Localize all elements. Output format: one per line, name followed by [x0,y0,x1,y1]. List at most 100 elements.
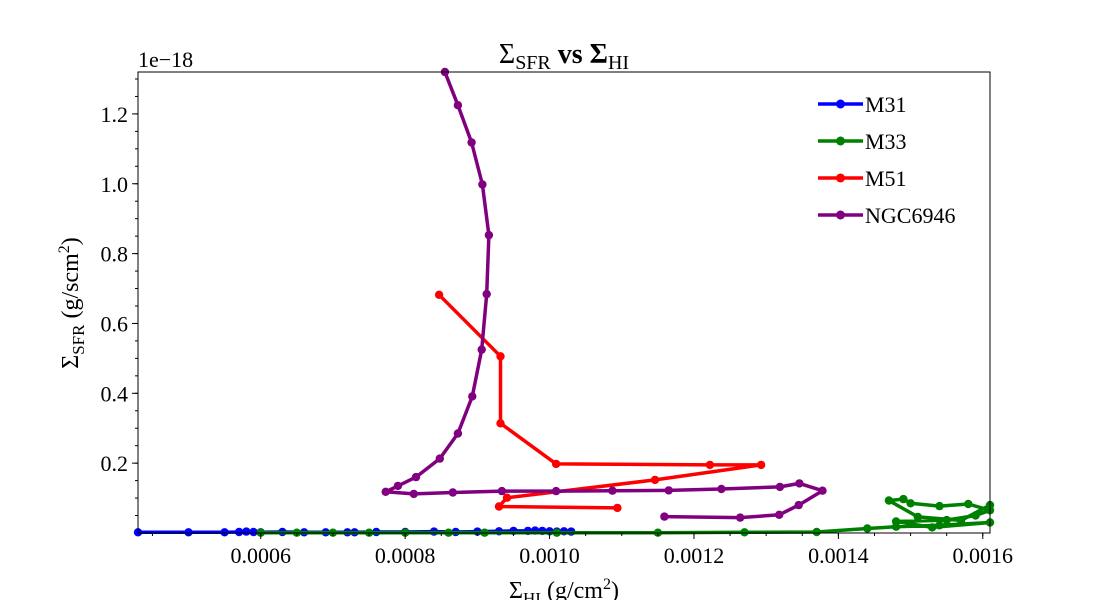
data-point-ngc6946-12 [381,487,390,496]
data-point-ngc6946-10 [411,472,421,482]
x-axis-ticks: 0.0006 0.0008 0.0010 0.0012 0.0014 0.0016 [151,533,1014,568]
x-tick-label: 0.0014 [808,543,869,568]
legend-swatch-marker [836,173,845,183]
data-point-ngc6946-20 [775,482,785,492]
chart-title-subscript-2: HI [608,52,629,74]
plot-marks [133,67,995,537]
x-tick-label: 0.0012 [664,543,725,568]
chart-title: ΣSFR vs ΣHI [499,39,629,74]
y-axis-title-unit: (g/scm [58,253,84,325]
data-point-m33-13 [935,521,944,530]
data-point-ngc6946-6 [477,345,486,354]
data-point-m31-3 [234,527,244,537]
x-axis-title-superscript: 2 [603,576,611,593]
legend: M31 M33 M51 NGC6946 [818,92,955,228]
data-point-m33-22 [906,499,915,508]
data-point-ngc6946-3 [478,180,487,189]
y-axis-title: ΣSFR (g/scm2) [56,237,88,369]
data-point-m33-16 [891,517,901,526]
y-axis-title-base: Σ [58,355,84,369]
y-tick-label: 0.2 [101,451,129,476]
chart-title-subscript-1: SFR [515,52,551,74]
x-axis-title-base: Σ [509,578,523,600]
legend-entry-ngc6946: NGC6946 [818,203,955,228]
data-point-ngc6946-17 [608,486,617,495]
data-point-ngc6946-14 [448,488,457,497]
data-point-ngc6946-25 [736,513,745,522]
data-point-m33-26 [956,516,966,525]
x-tick-label: 0.0006 [230,543,291,568]
legend-swatch-marker [836,99,845,109]
data-point-m33-25 [913,512,922,522]
x-axis-title-close: ) [611,578,619,600]
data-point-m33-10 [812,527,821,537]
data-point-m33-15 [928,523,937,532]
data-point-ngc6946-26 [660,512,669,521]
series-line-m33 [258,497,992,535]
y-tick-label: 1.0 [101,172,129,197]
chart-title-base: Σ [499,39,515,70]
data-point-m51-9 [613,503,622,513]
data-point-ngc6946-8 [453,429,463,438]
y-axis-title-close: ) [58,237,84,245]
data-point-m33-18 [971,511,980,520]
legend-swatch-marker [836,136,845,146]
y-offset-label: 1e−18 [138,47,193,72]
data-point-m51-0 [434,290,444,299]
x-axis-title-subscript: HI [523,589,541,600]
data-point-m31-1 [184,528,193,537]
legend-label: M33 [865,129,907,154]
data-point-ngc6946-18 [664,486,673,495]
data-point-ngc6946-7 [468,392,477,401]
y-tick-label: 0.6 [101,311,129,336]
data-point-m51-1 [496,352,505,361]
y-tick-label: 1.2 [101,102,129,127]
data-point-ngc6946-16 [551,486,561,496]
data-point-m33-11 [863,524,872,533]
data-point-ngc6946-9 [435,454,444,463]
data-point-ngc6946-19 [717,484,726,494]
legend-label: M31 [865,92,907,117]
plot-frame [137,71,991,534]
x-tick-label: 0.0008 [375,543,436,568]
data-point-m51-6 [650,475,660,485]
data-point-m51-4 [705,460,715,470]
legend-entry-m31: M31 [818,92,907,117]
data-point-m33-20 [964,499,973,509]
y-axis-ticks: 0.2 0.4 0.6 0.8 1.0 1.2 [101,78,138,517]
data-point-ngc6946-22 [818,486,827,495]
chart-title-middle: vs Σ [551,39,608,70]
y-tick-label: 0.8 [101,242,129,267]
x-axis-title-unit: (g/cm [541,578,603,600]
data-point-m33-24 [884,496,894,505]
data-point-ngc6946-23 [794,500,803,510]
data-point-ngc6946-21 [795,479,804,488]
data-point-m31-4 [242,527,251,536]
series-ngc6946 [381,67,827,522]
data-point-m33-21 [935,501,944,511]
y-axis-title-subscript: SFR [69,324,88,355]
data-point-m51-8 [494,502,504,511]
data-point-ngc6946-11 [393,481,403,491]
y-tick-label: 0.4 [101,381,129,406]
data-point-m31-2 [220,528,229,537]
data-point-ngc6946-13 [409,489,418,499]
data-point-m51-5 [756,460,766,470]
data-point-m51-2 [496,419,505,428]
x-tick-label: 0.0016 [953,543,1014,568]
data-point-m33-9 [740,528,749,537]
x-axis-title: ΣHI (g/cm2) [509,576,619,600]
data-point-ngc6946-1 [453,101,463,110]
legend-entry-m33: M33 [818,129,907,154]
legend-entry-m51: M51 [818,166,907,191]
x-tick-label: 0.0010 [519,543,580,568]
legend-label: NGC6946 [865,203,955,228]
data-point-ngc6946-4 [484,230,494,240]
data-point-ngc6946-2 [467,138,476,147]
legend-label: M51 [865,166,907,191]
data-point-m51-3 [551,459,561,469]
data-point-m33-23 [899,494,908,504]
data-point-ngc6946-24 [775,510,784,519]
data-point-m31-5 [249,527,258,537]
